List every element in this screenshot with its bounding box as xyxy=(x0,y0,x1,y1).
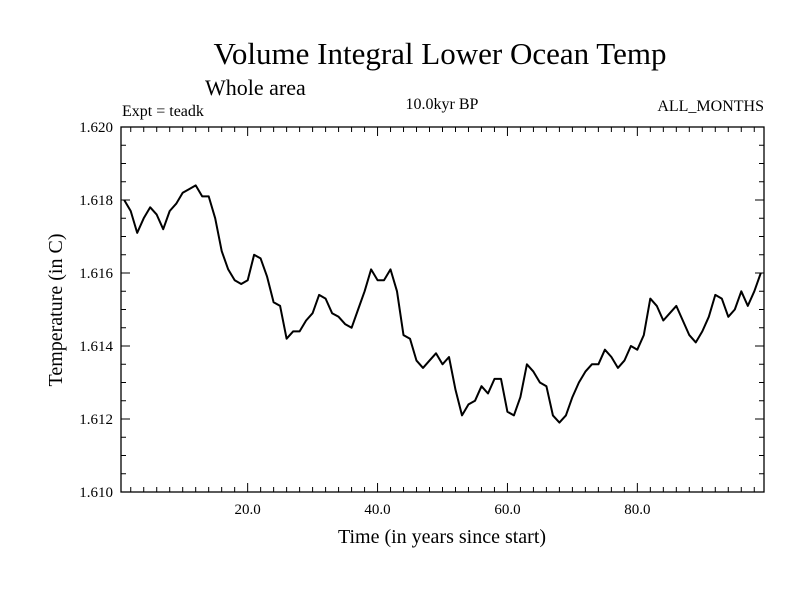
y-tick-label: 1.614 xyxy=(79,339,113,355)
series-points xyxy=(123,184,762,424)
x-axis-label: Time (in years since start) xyxy=(338,526,546,548)
x-tick-label: 40.0 xyxy=(364,502,390,518)
experiment-label: Expt = teadk xyxy=(122,103,204,120)
y-tick-label: 1.612 xyxy=(79,412,113,428)
chart-title: Volume Integral Lower Ocean Temp xyxy=(214,36,667,71)
x-tick-label: 20.0 xyxy=(235,502,261,518)
x-tick-label: 60.0 xyxy=(494,502,520,518)
plot-frame xyxy=(120,126,765,493)
series-layer xyxy=(123,184,762,424)
y-tick-label: 1.618 xyxy=(79,193,113,209)
chart-subtitle: Whole area xyxy=(205,75,306,100)
y-tick-label: 1.616 xyxy=(79,266,113,282)
y-tick-labels: 1.610 1.612 1.614 1.616 1.618 1.620 xyxy=(79,120,113,501)
x-tick-labels: 20.0 40.0 60.0 80.0 xyxy=(235,502,651,518)
y-axis-label: Temperature (in C) xyxy=(45,234,67,387)
series-line xyxy=(123,184,762,424)
months-label: ALL_MONTHS xyxy=(657,98,764,115)
period-label: 10.0kyr BP xyxy=(406,96,479,113)
y-tick-label: 1.610 xyxy=(79,485,113,501)
x-tick-label: 80.0 xyxy=(624,502,650,518)
y-tick-label: 1.620 xyxy=(79,120,113,136)
tick-marks xyxy=(121,126,764,493)
